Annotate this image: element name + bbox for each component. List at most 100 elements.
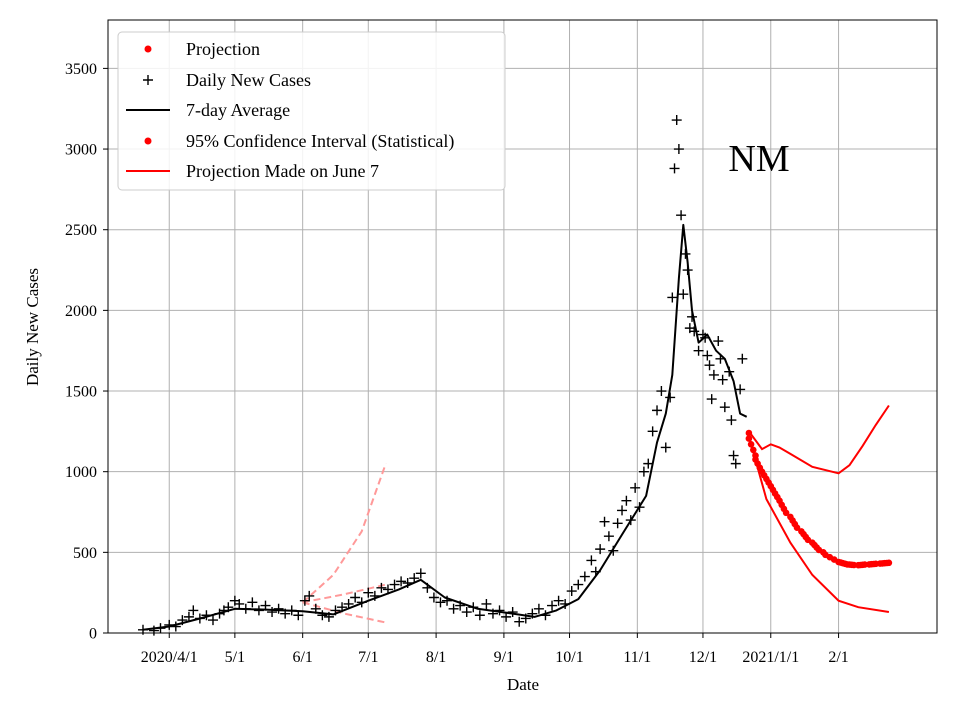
legend-label: Projection (186, 39, 260, 59)
daily-case-point (702, 350, 713, 361)
daily-case-point (330, 605, 341, 616)
y-tick-label: 3500 (65, 61, 97, 78)
daily-case-point (560, 598, 571, 609)
daily-case-point (735, 384, 746, 395)
axes: 2020/4/1 5/1 6/1 7/1 8/1 9/1 10/1 11/1 12/1 2021/… (65, 61, 849, 666)
daily-case-point (376, 582, 387, 593)
daily-case-point (724, 366, 735, 377)
x-tick-label: 11/1 (623, 649, 651, 666)
legend-label: 95% Confidence Interval (Statistical) (186, 131, 454, 152)
daily-case-point (304, 590, 315, 601)
daily-case-point (363, 587, 374, 598)
x-tick-label: 7/1 (358, 649, 378, 666)
daily-case-point (273, 603, 284, 614)
daily-case-point (533, 603, 544, 614)
daily-case-point (700, 332, 711, 343)
legend: Projection Daily New Cases 7-day Average 95… (117, 31, 506, 191)
daily-case-point (494, 605, 505, 616)
daily-case-point (468, 602, 479, 613)
y-tick-label: 3000 (65, 142, 97, 159)
projection-point (745, 429, 753, 437)
daily-case-point (177, 615, 188, 626)
projection-point (750, 446, 757, 454)
daily-case-point (280, 608, 291, 619)
daily-case-point (201, 610, 212, 621)
annotation-label: NM (728, 138, 789, 180)
daily-case-point (207, 615, 218, 626)
daily-case-point (194, 613, 205, 624)
daily-case-point (155, 623, 166, 634)
june7-projection-middle-line (302, 583, 387, 604)
daily-case-point (676, 210, 687, 221)
x-axis-title: Date (507, 675, 539, 694)
daily-case-point (590, 566, 601, 577)
ci-lower-line (747, 435, 890, 613)
daily-case-point (603, 531, 614, 542)
daily-case-point (673, 144, 684, 155)
plot-area (137, 115, 893, 636)
x-tick-label: 5/1 (225, 649, 245, 666)
daily-case-point (682, 265, 693, 276)
daily-case-point (540, 610, 551, 621)
daily-case-point (369, 590, 380, 601)
legend-box (117, 31, 506, 191)
daily-case-point (566, 586, 577, 597)
daily-case-point (719, 402, 730, 413)
daily-case-point (630, 482, 641, 493)
daily-case-point (402, 577, 413, 588)
daily-case-point (234, 598, 245, 609)
daily-case-point (573, 579, 584, 590)
daily-case-point (527, 608, 538, 619)
daily-case-point (461, 607, 472, 618)
seven-day-average-line (142, 223, 748, 631)
daily-case-point (188, 605, 199, 616)
daily-case-point (481, 598, 492, 609)
legend-dot-marker (144, 137, 152, 145)
y-tick-label: 1500 (65, 384, 97, 401)
x-tick-label: 2/1 (828, 649, 848, 666)
daily-case-point (671, 115, 682, 126)
x-tick-label: 6/1 (292, 649, 312, 666)
daily-case-point (612, 518, 623, 529)
daily-case-point (715, 353, 726, 364)
daily-case-point (728, 450, 739, 461)
daily-case-point (223, 602, 234, 613)
daily-case-point (647, 426, 658, 437)
daily-case-point (680, 248, 691, 259)
legend-label: Daily New Cases (186, 70, 311, 90)
ci-upper-line (748, 404, 890, 475)
daily-case-point (625, 515, 636, 526)
plot-frame (107, 19, 938, 634)
daily-case-point (382, 584, 393, 595)
daily-case-point (253, 605, 264, 616)
daily-case-point (634, 502, 645, 513)
daily-case-point (717, 374, 728, 385)
y-axis-title: Daily New Cases (23, 268, 42, 386)
daily-case-point (520, 613, 531, 624)
daily-case-point (621, 495, 632, 506)
daily-case-point (599, 516, 610, 527)
daily-case-point (183, 611, 194, 622)
daily-case-point (656, 386, 667, 397)
daily-case-point (507, 607, 518, 618)
projection-point (885, 559, 893, 567)
daily-case-point (267, 607, 278, 618)
y-tick-label: 0 (89, 626, 97, 643)
daily-case-point (415, 568, 426, 579)
daily-case-point (389, 579, 400, 590)
daily-case-point (665, 392, 676, 403)
x-tick-label: 2020/4/1 (141, 649, 198, 666)
daily-case-point (514, 616, 525, 627)
daily-case-point (713, 336, 724, 347)
legend-dot-marker (144, 45, 152, 53)
y-tick-label: 500 (73, 545, 97, 562)
daily-case-point (148, 625, 159, 636)
x-tick-label: 2021/1/1 (742, 649, 799, 666)
daily-case-point (704, 360, 715, 371)
daily-case-point (586, 555, 597, 566)
daily-case-point (553, 595, 564, 606)
daily-case-point (689, 326, 700, 337)
x-tick-label: 8/1 (426, 649, 446, 666)
daily-case-point (474, 610, 485, 621)
